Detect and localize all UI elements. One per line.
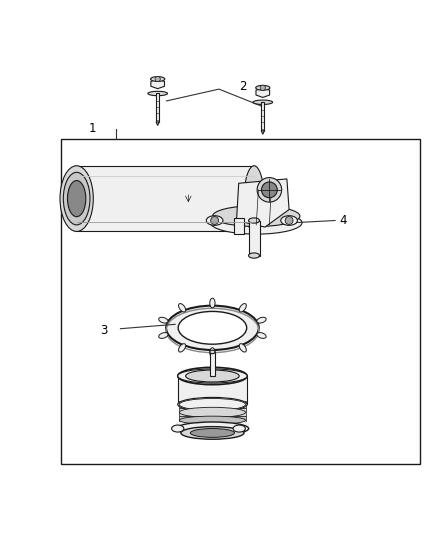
Ellipse shape [256, 85, 270, 90]
Ellipse shape [151, 77, 165, 82]
Bar [261, 102, 264, 131]
Bar [179, 400, 246, 408]
Ellipse shape [60, 166, 93, 231]
Ellipse shape [179, 304, 186, 312]
Circle shape [155, 76, 160, 82]
Ellipse shape [179, 344, 186, 352]
Text: 4: 4 [339, 214, 347, 227]
Bar [249, 221, 259, 255]
Ellipse shape [178, 369, 247, 383]
Ellipse shape [249, 253, 259, 258]
Text: 3: 3 [100, 324, 107, 336]
Ellipse shape [191, 429, 234, 438]
Circle shape [285, 216, 293, 224]
Bar [178, 376, 247, 405]
Polygon shape [261, 131, 264, 134]
Ellipse shape [233, 425, 245, 432]
Bar [61, 140, 420, 464]
Circle shape [211, 216, 219, 224]
Ellipse shape [210, 348, 215, 358]
Ellipse shape [148, 91, 167, 96]
Ellipse shape [244, 166, 264, 231]
Ellipse shape [206, 216, 223, 225]
Ellipse shape [181, 426, 244, 439]
Bar [179, 416, 246, 424]
Ellipse shape [176, 422, 249, 435]
Ellipse shape [239, 344, 246, 352]
Ellipse shape [67, 181, 86, 217]
Ellipse shape [210, 298, 215, 308]
Bar [77, 166, 254, 231]
Ellipse shape [186, 370, 239, 382]
Circle shape [260, 85, 265, 91]
Ellipse shape [239, 304, 246, 312]
Ellipse shape [210, 211, 302, 234]
Ellipse shape [281, 216, 297, 225]
Bar [176, 422, 249, 429]
Ellipse shape [179, 399, 246, 410]
Bar [234, 219, 244, 233]
Ellipse shape [178, 367, 247, 385]
Ellipse shape [178, 398, 247, 411]
Bar [210, 352, 215, 376]
Ellipse shape [179, 416, 246, 424]
Bar [179, 408, 246, 416]
Ellipse shape [64, 172, 90, 225]
Bar [156, 93, 159, 122]
Polygon shape [256, 88, 270, 98]
Polygon shape [237, 179, 289, 227]
Ellipse shape [212, 206, 300, 227]
Ellipse shape [166, 305, 259, 350]
Ellipse shape [179, 407, 246, 417]
Ellipse shape [178, 311, 247, 344]
Circle shape [261, 182, 277, 198]
Ellipse shape [159, 317, 168, 323]
Ellipse shape [159, 333, 168, 338]
Ellipse shape [257, 317, 266, 323]
Ellipse shape [257, 333, 266, 338]
Polygon shape [151, 79, 165, 88]
Ellipse shape [210, 350, 215, 354]
Text: 2: 2 [239, 80, 246, 93]
Text: 1: 1 [89, 122, 96, 135]
Bar [77, 190, 254, 199]
Ellipse shape [172, 425, 184, 432]
Polygon shape [156, 122, 159, 125]
Ellipse shape [249, 218, 259, 223]
Circle shape [257, 177, 282, 202]
Ellipse shape [253, 100, 272, 104]
